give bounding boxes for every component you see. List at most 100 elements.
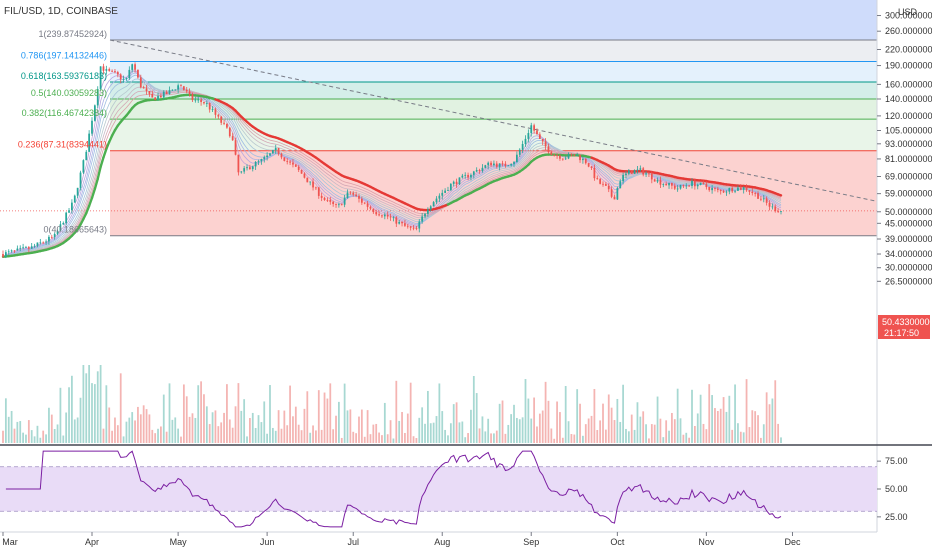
candle bbox=[771, 203, 774, 210]
volume-bar bbox=[737, 423, 739, 443]
candle bbox=[576, 152, 579, 157]
volume-bar bbox=[487, 418, 490, 443]
fib-level-label: 0.786(197.14132446) bbox=[21, 51, 107, 61]
volume-bar bbox=[699, 394, 702, 443]
volume-bar bbox=[602, 403, 604, 443]
candle bbox=[335, 203, 337, 208]
volume-bar bbox=[237, 383, 240, 443]
volume-bar bbox=[53, 429, 56, 443]
candle bbox=[320, 192, 323, 202]
candle bbox=[205, 100, 208, 107]
candle bbox=[757, 191, 759, 199]
volume-bar bbox=[33, 436, 36, 443]
candle bbox=[105, 65, 108, 75]
time-axis-label: Sep bbox=[523, 537, 539, 547]
fib-zone bbox=[110, 40, 877, 62]
volume-bar bbox=[481, 416, 484, 443]
price-axis[interactable]: 300.00000000 260.00000000 220.00000000 190.… bbox=[877, 11, 932, 287]
candle bbox=[249, 164, 251, 170]
time-axis-label: Jul bbox=[347, 537, 359, 547]
volume-bar bbox=[292, 416, 294, 443]
fibonacci-labels: 1(239.87452924) 0.786(197.14132446) 0.618(… bbox=[18, 29, 107, 235]
candle bbox=[10, 249, 13, 253]
rsi-pane bbox=[0, 450, 877, 528]
candle bbox=[648, 172, 650, 178]
price-axis-label: 50.00000000 bbox=[885, 207, 932, 217]
volume-bar bbox=[745, 379, 748, 443]
volume-bar bbox=[105, 385, 108, 443]
time-axis-label: Aug bbox=[434, 537, 450, 547]
volume-bar bbox=[148, 414, 151, 443]
time-axis-label: May bbox=[170, 537, 188, 547]
volume-bar bbox=[780, 437, 782, 443]
volume-bar bbox=[774, 380, 777, 443]
volume-bar bbox=[768, 404, 771, 443]
candle bbox=[142, 85, 145, 89]
candle bbox=[165, 90, 168, 95]
candle bbox=[343, 194, 346, 208]
fib-level-label: 0(40.18665643) bbox=[43, 225, 107, 235]
candle bbox=[728, 187, 731, 195]
candle bbox=[527, 129, 530, 143]
volume-bar bbox=[582, 435, 584, 443]
descending-trendline[interactable] bbox=[109, 39, 878, 202]
candle bbox=[68, 208, 70, 214]
candle bbox=[315, 186, 317, 190]
candle bbox=[627, 169, 630, 176]
candle bbox=[292, 158, 294, 168]
volume-bar bbox=[418, 417, 421, 443]
volume-bar bbox=[99, 365, 102, 443]
candle bbox=[96, 86, 99, 109]
volume-bar bbox=[404, 432, 406, 443]
candle bbox=[139, 74, 142, 89]
volume-bar bbox=[573, 434, 576, 443]
volume-bar bbox=[274, 430, 277, 443]
candle bbox=[653, 178, 656, 182]
volume-bar bbox=[421, 407, 424, 443]
volume-bar bbox=[157, 428, 159, 443]
candle bbox=[734, 190, 736, 194]
volume-bar bbox=[550, 428, 553, 443]
candle bbox=[518, 148, 521, 158]
rsi-axis-label: 75.00 bbox=[885, 456, 908, 466]
volume-bar bbox=[458, 422, 461, 443]
price-axis-label: 81.00000000 bbox=[885, 154, 932, 164]
volume-bar bbox=[263, 401, 266, 443]
fib-zone bbox=[110, 61, 877, 82]
candle bbox=[306, 177, 309, 183]
candle bbox=[493, 160, 495, 167]
volume-bar bbox=[547, 400, 550, 443]
time-axis[interactable]: Mar Apr May Jun Jul Aug Sep Oct Nov Dec bbox=[2, 532, 801, 547]
candle bbox=[309, 181, 312, 186]
candle bbox=[177, 83, 180, 94]
candle bbox=[544, 138, 547, 151]
candle bbox=[504, 161, 507, 168]
candle bbox=[513, 161, 515, 167]
volume-bar bbox=[114, 417, 116, 443]
volume-bar bbox=[507, 424, 510, 443]
volume-bar bbox=[257, 415, 260, 443]
candle bbox=[366, 201, 369, 211]
candle bbox=[639, 165, 642, 172]
candle bbox=[777, 208, 780, 213]
volume-bar bbox=[613, 420, 616, 443]
candle bbox=[108, 67, 111, 72]
candle bbox=[481, 164, 484, 173]
volume-bar bbox=[538, 413, 541, 443]
volume-bar bbox=[16, 421, 19, 443]
candle bbox=[59, 221, 62, 232]
volume-bar bbox=[243, 399, 246, 443]
candle bbox=[363, 202, 366, 205]
candle bbox=[751, 188, 754, 196]
candle bbox=[467, 172, 469, 181]
rsi-axis[interactable]: 75.00 50.00 25.00 bbox=[877, 456, 908, 522]
volume-bar bbox=[570, 434, 573, 443]
candle bbox=[596, 175, 599, 180]
volume-bar bbox=[214, 410, 217, 443]
ema-ribbon-line bbox=[2, 90, 782, 258]
volume-bar bbox=[145, 409, 148, 443]
price-axis-label: 34.00000000 bbox=[885, 249, 932, 259]
candle bbox=[271, 149, 274, 154]
volume-bar bbox=[616, 398, 619, 443]
